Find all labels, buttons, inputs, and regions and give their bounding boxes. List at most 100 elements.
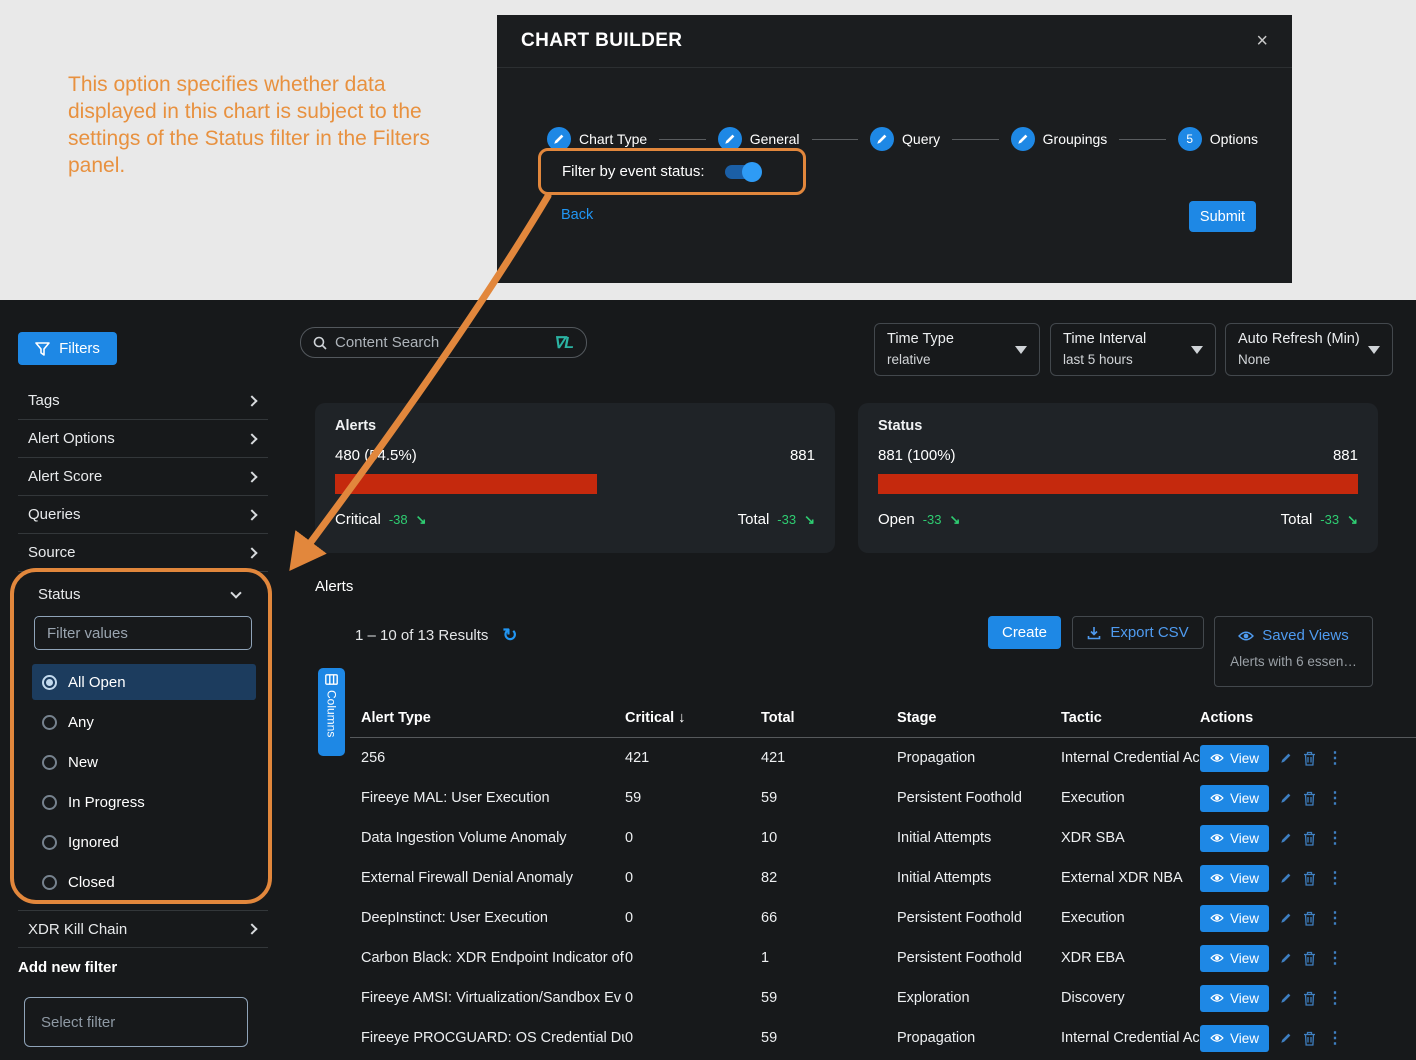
eye-icon xyxy=(1238,630,1255,642)
delete-icon[interactable] xyxy=(1303,951,1316,966)
step-groupings[interactable]: Groupings xyxy=(1010,127,1108,151)
eye-icon xyxy=(1210,953,1224,963)
status-option-in-progress[interactable]: In Progress xyxy=(32,784,256,820)
view-button-label: View xyxy=(1230,830,1260,846)
caret-down-icon xyxy=(1368,346,1380,354)
sidebar-item-xdr-kill-chain[interactable]: XDR Kill Chain xyxy=(18,910,268,948)
edit-icon[interactable] xyxy=(1280,952,1292,964)
column-header-critical[interactable]: Critical ↓ xyxy=(625,710,761,726)
cell-stage: Initial Attempts xyxy=(897,830,992,846)
delete-icon[interactable] xyxy=(1303,871,1316,886)
column-header-tactic[interactable]: Tactic xyxy=(1061,710,1200,726)
more-actions-icon[interactable]: ⋮ xyxy=(1327,990,1344,1007)
delete-icon[interactable] xyxy=(1303,991,1316,1006)
step-general[interactable]: General xyxy=(717,127,800,151)
results-row: 1 – 10 of 13 Results ↻ xyxy=(355,626,518,644)
saved-views-button[interactable]: Saved Views Alerts with 6 essen… xyxy=(1214,616,1373,687)
delete-icon[interactable] xyxy=(1303,831,1316,846)
sidebar-item-status[interactable]: Status xyxy=(32,584,250,603)
pencil-icon xyxy=(547,127,571,151)
eye-icon xyxy=(1210,873,1224,883)
cell-alert-type: 256 xyxy=(361,750,386,766)
more-actions-icon[interactable]: ⋮ xyxy=(1327,750,1344,767)
time-type-dropdown[interactable]: Time Type relative xyxy=(874,323,1040,376)
lucene-toggle-icon[interactable]: ∇L xyxy=(553,334,574,352)
sidebar-item-queries[interactable]: Queries xyxy=(18,496,268,534)
chevron-right-icon xyxy=(246,470,258,483)
sidebar-item-source[interactable]: Source xyxy=(18,534,268,572)
export-csv-button[interactable]: Export CSV xyxy=(1072,616,1204,649)
step-connector xyxy=(952,138,999,140)
create-button[interactable]: Create xyxy=(988,616,1061,649)
view-button[interactable]: View xyxy=(1200,1024,1270,1052)
view-button[interactable]: View xyxy=(1200,904,1270,932)
table-row: Fireeye AMSI: Virtualization/Sandbox Ev 0… xyxy=(350,978,1416,1018)
more-actions-icon[interactable]: ⋮ xyxy=(1327,950,1344,967)
submit-button[interactable]: Submit xyxy=(1189,201,1256,232)
sidebar-item-alert-options[interactable]: Alert Options xyxy=(18,420,268,458)
columns-button[interactable]: Columns xyxy=(318,668,345,756)
view-button[interactable]: View xyxy=(1200,784,1270,812)
more-actions-icon[interactable]: ⋮ xyxy=(1327,830,1344,847)
filter-by-event-status-toggle[interactable] xyxy=(724,161,762,182)
content-search-box: ∇L xyxy=(300,327,587,358)
column-header-label: Alert Type xyxy=(361,709,431,726)
edit-icon[interactable] xyxy=(1280,792,1292,804)
back-link[interactable]: Back xyxy=(561,207,594,223)
column-header-stage[interactable]: Stage xyxy=(897,710,1061,726)
auto-refresh-dropdown[interactable]: Auto Refresh (Min) None xyxy=(1225,323,1393,376)
delete-icon[interactable] xyxy=(1303,911,1316,926)
column-header-label: Stage xyxy=(897,709,937,726)
more-actions-icon[interactable]: ⋮ xyxy=(1327,790,1344,807)
view-button[interactable]: View xyxy=(1200,984,1270,1012)
status-option-closed[interactable]: Closed xyxy=(32,864,256,900)
filters-button[interactable]: Filters xyxy=(18,332,117,365)
column-header-total[interactable]: Total xyxy=(761,710,897,726)
step-options[interactable]: 5 Options xyxy=(1177,127,1258,151)
status-filter-values-input[interactable] xyxy=(34,616,252,650)
download-icon xyxy=(1087,626,1101,640)
radio-icon xyxy=(42,794,57,810)
delete-icon[interactable] xyxy=(1303,751,1316,766)
edit-icon[interactable] xyxy=(1280,912,1292,924)
view-button[interactable]: View xyxy=(1200,744,1270,772)
view-button[interactable]: View xyxy=(1200,944,1270,972)
step-query[interactable]: Query xyxy=(870,127,940,151)
filters-sidebar: Filters Tags Alert Options Alert Score Quer… xyxy=(0,300,300,1060)
cell-total: 59 xyxy=(761,1030,778,1046)
cell-alert-type: External Firewall Denial Anomaly xyxy=(361,870,573,886)
view-button[interactable]: View xyxy=(1200,824,1270,852)
edit-icon[interactable] xyxy=(1280,872,1292,884)
results-count: 1 – 10 of 13 Results xyxy=(355,626,489,644)
delete-icon[interactable] xyxy=(1303,791,1316,806)
sidebar-item-tags[interactable]: Tags xyxy=(18,382,268,420)
content-search-input[interactable] xyxy=(335,334,546,351)
edit-icon[interactable] xyxy=(1280,992,1292,1004)
table-row: External Firewall Denial Anomaly 0 82 Initi… xyxy=(350,858,1416,898)
time-interval-dropdown[interactable]: Time Interval last 5 hours xyxy=(1050,323,1216,376)
close-icon[interactable]: × xyxy=(1256,30,1268,52)
edit-icon[interactable] xyxy=(1280,1032,1292,1044)
select-filter-input[interactable] xyxy=(24,997,248,1047)
step-connector xyxy=(1119,138,1166,140)
edit-icon[interactable] xyxy=(1280,832,1292,844)
actions-cell: View ⋮ xyxy=(1200,864,1416,892)
step-label: Groupings xyxy=(1042,131,1108,147)
sidebar-item-alert-score[interactable]: Alert Score xyxy=(18,458,268,496)
refresh-icon[interactable]: ↻ xyxy=(502,625,518,645)
status-option-ignored[interactable]: Ignored xyxy=(32,824,256,860)
column-header-alert-type[interactable]: Alert Type xyxy=(361,710,625,726)
chevron-right-icon xyxy=(246,508,258,521)
status-option-new[interactable]: New xyxy=(32,744,256,780)
more-actions-icon[interactable]: ⋮ xyxy=(1327,1030,1344,1047)
status-option-any[interactable]: Any xyxy=(32,704,256,740)
delete-icon[interactable] xyxy=(1303,1031,1316,1046)
more-actions-icon[interactable]: ⋮ xyxy=(1327,910,1344,927)
view-button-label: View xyxy=(1230,950,1260,966)
edit-icon[interactable] xyxy=(1280,752,1292,764)
step-chart-type[interactable]: Chart Type xyxy=(547,127,647,151)
view-button[interactable]: View xyxy=(1200,864,1270,892)
more-actions-icon[interactable]: ⋮ xyxy=(1327,870,1344,887)
status-option-all-open[interactable]: All Open xyxy=(32,664,256,700)
column-header-actions[interactable]: Actions xyxy=(1200,710,1416,726)
